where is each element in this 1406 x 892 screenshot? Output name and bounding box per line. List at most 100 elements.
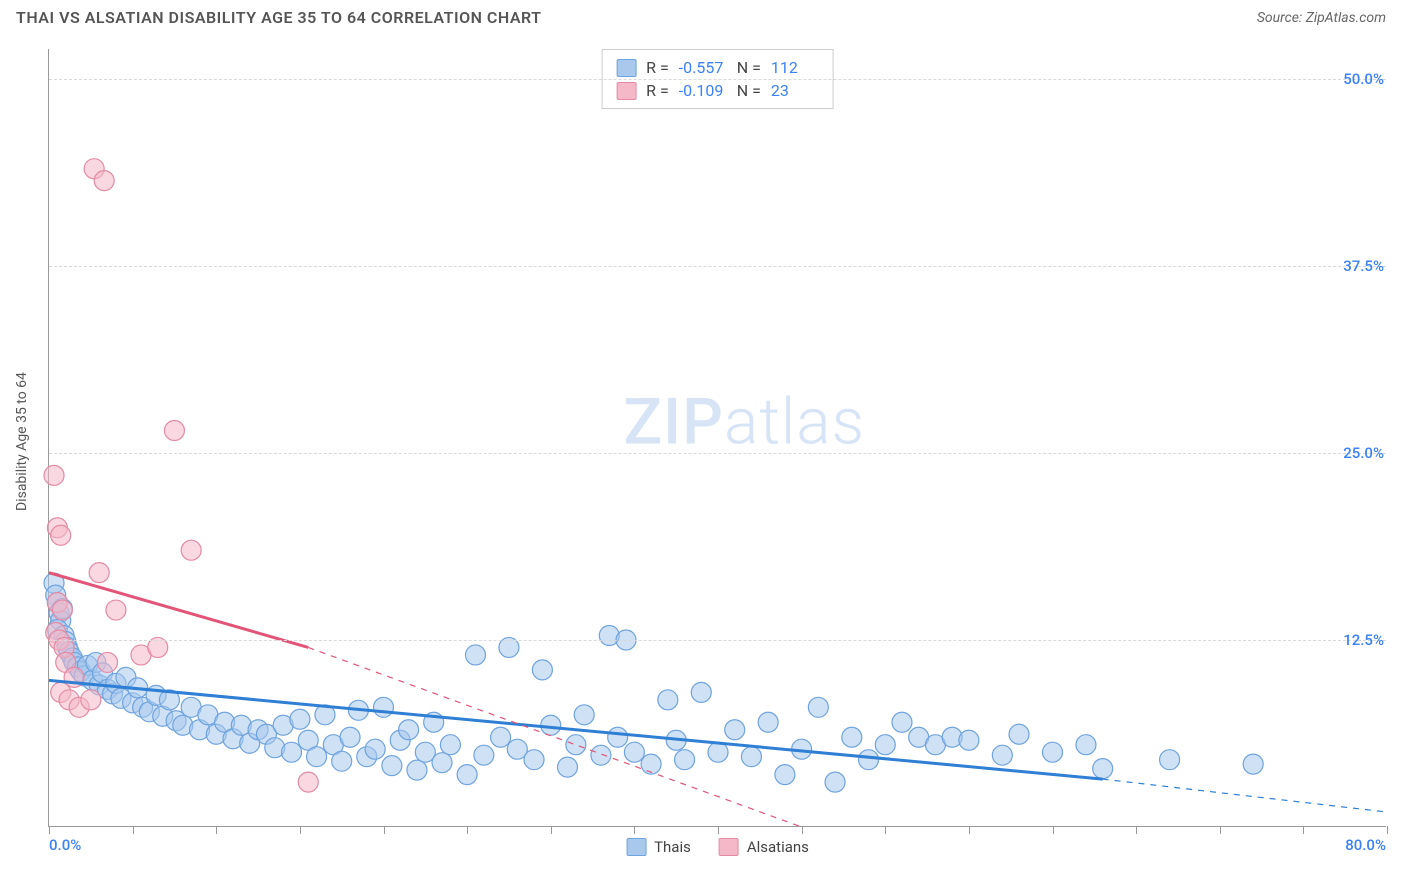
data-point: [44, 465, 64, 485]
stats-r-label: R =: [646, 58, 669, 77]
data-point: [758, 712, 778, 732]
stats-swatch-alsatians: [616, 82, 636, 100]
data-point: [557, 757, 577, 777]
x-tick: [216, 826, 217, 834]
data-point: [1160, 750, 1180, 770]
data-point: [675, 750, 695, 770]
legend-label-alsatians: Alsatians: [747, 838, 809, 856]
stats-r-value-thais: -0.557: [679, 58, 727, 77]
x-tick: [1136, 826, 1137, 834]
x-tick: [1220, 826, 1221, 834]
data-point: [94, 171, 114, 191]
x-tick: [885, 826, 886, 834]
x-tick: [718, 826, 719, 834]
stats-n-label: N =: [737, 81, 761, 100]
data-point: [374, 697, 394, 717]
data-point: [825, 772, 845, 792]
data-point: [181, 540, 201, 560]
data-point: [624, 742, 644, 762]
data-point: [332, 751, 352, 771]
data-point: [89, 563, 109, 583]
y-tick-label: 12.5%: [1343, 631, 1388, 649]
x-tick: [133, 826, 134, 834]
data-point: [106, 600, 126, 620]
data-point: [532, 660, 552, 680]
data-point: [407, 760, 427, 780]
data-point: [574, 705, 594, 725]
stats-n-value-thais: 112: [771, 58, 819, 77]
x-axis-max-label: 80.0%: [1345, 836, 1386, 854]
plot-area: ZIPatlas R = -0.557 N = 112 R = -0.109 N…: [48, 49, 1386, 827]
data-point: [658, 690, 678, 710]
y-tick-label: 25.0%: [1343, 444, 1388, 462]
trend-line: [49, 573, 308, 648]
data-point: [1093, 759, 1113, 779]
x-tick: [551, 826, 552, 834]
legend-bottom: Thais Alsatians: [626, 838, 809, 856]
data-point: [365, 739, 385, 759]
data-point: [340, 727, 360, 747]
data-point: [164, 421, 184, 441]
legend-item-thais: Thais: [626, 838, 691, 856]
gridline: [49, 266, 1386, 267]
stats-r-value-alsatians: -0.109: [679, 81, 727, 100]
stats-row-thais: R = -0.557 N = 112: [616, 56, 819, 79]
data-point: [566, 735, 586, 755]
data-point: [1009, 724, 1029, 744]
x-tick: [300, 826, 301, 834]
chart-container: Disability Age 35 to 64 ZIPatlas R = -0.…: [0, 31, 1406, 881]
gridline: [49, 640, 1386, 641]
legend-item-alsatians: Alsatians: [719, 838, 809, 856]
data-point: [808, 697, 828, 717]
y-tick-label: 50.0%: [1343, 70, 1388, 88]
x-tick: [634, 826, 635, 834]
data-point: [307, 747, 327, 767]
data-point: [282, 742, 302, 762]
x-tick: [969, 826, 970, 834]
x-tick: [384, 826, 385, 834]
legend-swatch-thais: [626, 838, 646, 856]
legend-swatch-alsatians: [719, 838, 739, 856]
data-point: [591, 745, 611, 765]
data-point: [1076, 735, 1096, 755]
data-point: [524, 750, 544, 770]
data-point: [859, 750, 879, 770]
x-tick: [467, 826, 468, 834]
stats-row-alsatians: R = -0.109 N = 23: [616, 79, 819, 102]
data-point: [875, 735, 895, 755]
data-point: [641, 754, 661, 774]
data-point: [775, 765, 795, 785]
stats-r-label: R =: [646, 81, 669, 100]
stats-n-value-alsatians: 23: [771, 81, 819, 100]
data-point: [725, 720, 745, 740]
data-point: [491, 727, 511, 747]
data-point: [474, 745, 494, 765]
chart-header: THAI VS ALSATIAN DISABILITY AGE 35 TO 64…: [0, 0, 1406, 31]
plot-svg: [49, 49, 1386, 826]
data-point: [1243, 754, 1263, 774]
y-axis-label: Disability Age 35 to 64: [14, 372, 30, 511]
trend-line: [1103, 779, 1387, 812]
x-tick: [1387, 826, 1388, 834]
data-point: [52, 600, 72, 620]
data-point: [608, 727, 628, 747]
data-point: [399, 720, 419, 740]
data-point: [290, 709, 310, 729]
data-point: [992, 745, 1012, 765]
chart-source: Source: ZipAtlas.com: [1257, 10, 1386, 26]
x-tick: [1303, 826, 1304, 834]
data-point: [741, 747, 761, 767]
data-point: [51, 525, 71, 545]
data-point: [440, 735, 460, 755]
data-point: [1043, 742, 1063, 762]
data-point: [98, 652, 118, 672]
data-point: [691, 682, 711, 702]
x-tick: [802, 826, 803, 834]
data-point: [465, 645, 485, 665]
stats-n-label: N =: [737, 58, 761, 77]
x-tick: [49, 826, 50, 834]
x-tick: [1053, 826, 1054, 834]
data-point: [457, 765, 477, 785]
data-point: [432, 753, 452, 773]
y-tick-label: 37.5%: [1343, 257, 1388, 275]
